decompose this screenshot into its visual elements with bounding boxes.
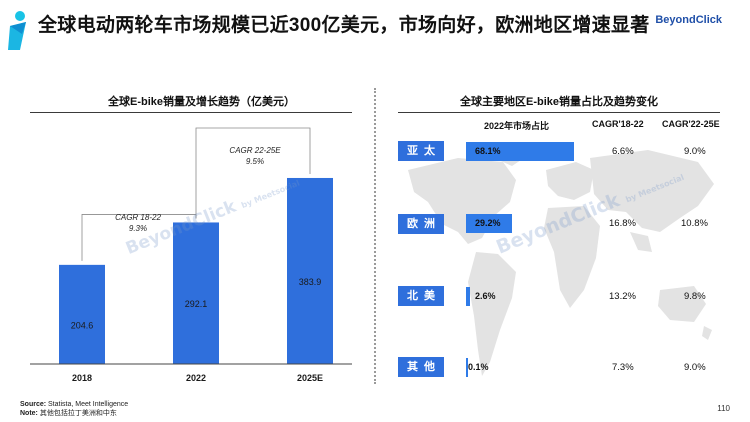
- share-bar-north-america: [466, 287, 471, 306]
- cagr-note-18-22-value: 9.3%: [128, 224, 148, 233]
- x-tick-label: 2022: [186, 373, 206, 383]
- source-text: Statista, Meet Intelligence: [48, 401, 129, 408]
- region-label-apac: 亚太: [398, 141, 444, 161]
- source-label: Source:: [20, 401, 47, 408]
- table-chart-title-rule: [398, 112, 720, 113]
- cagr-bracket-22-25e: [195, 127, 311, 219]
- source-note: Source: Statista, Meet Intelligence Note…: [20, 400, 128, 418]
- region-label-other: 其他: [398, 357, 444, 377]
- cagr-22-25e-apac: 9.0%: [684, 146, 706, 157]
- share-bar-apac: [466, 142, 574, 161]
- cagr-note-22-25e-label: CAGR 22-25E: [229, 146, 281, 155]
- cagr-18-22-north-america: 13.2%: [609, 291, 636, 302]
- bar-value-label: 204.6: [71, 320, 94, 330]
- bar-value-label: 292.1: [185, 299, 208, 309]
- cagr-22-25e-north-america: 9.8%: [684, 291, 706, 302]
- bar-2022: [173, 222, 219, 364]
- column-header-cagr-18-22: CAGR'18-22: [592, 119, 644, 129]
- bar-2025e: [287, 177, 333, 364]
- bar-chart-title-rule: [30, 112, 352, 113]
- cagr-note-22-25e-value: 9.5%: [245, 157, 265, 166]
- logo-mark-icon: [8, 11, 26, 50]
- share-label-other: 0.1%: [468, 362, 489, 372]
- share-bar-europe: [466, 214, 513, 233]
- x-tick-label: 2025E: [297, 373, 323, 383]
- cagr-22-25e-europe: 10.8%: [681, 218, 708, 229]
- bar-value-label: 383.9: [299, 277, 322, 287]
- cagr-18-22-apac: 6.6%: [612, 146, 634, 157]
- note-text: 其他包括拉丁美洲和中东: [39, 410, 117, 417]
- page-number: 110: [717, 404, 730, 413]
- bar-chart-title: 全球E-bike销量及增长趋势（亿美元）: [108, 96, 296, 108]
- region-label-europe: 欧洲: [398, 214, 444, 234]
- column-header-share: 2022年市场占比: [484, 121, 550, 131]
- cagr-22-25e-other: 9.0%: [684, 362, 706, 373]
- share-label-apac: 68.1%: [475, 146, 501, 156]
- column-header-cagr-22-25e: CAGR'22-25E: [662, 119, 720, 129]
- table-chart-title: 全球主要地区E-bike销量占比及趋势变化: [460, 96, 659, 108]
- region-label-north-america: 北美: [398, 286, 444, 306]
- panel-divider: [374, 88, 376, 384]
- note-label: Note:: [20, 410, 38, 417]
- cagr-note-18-22: CAGR 18-22 9.3%: [108, 212, 168, 234]
- share-bar-other: [466, 358, 468, 377]
- brand-logo: BeyondClick: [655, 14, 722, 26]
- bar-2018: [59, 264, 105, 364]
- share-label-north-america: 2.6%: [475, 291, 496, 301]
- cagr-18-22-other: 7.3%: [612, 362, 634, 373]
- page-title: 全球电动两轮车市场规模已近300亿美元，市场向好，欧洲地区增速显著: [38, 15, 650, 36]
- cagr-note-18-22-label: CAGR 18-22: [115, 213, 161, 222]
- share-label-europe: 29.2%: [475, 218, 501, 228]
- x-tick-label: 2018: [72, 373, 92, 383]
- bar-chart: 204.6 2018 292.1 2022 383.9 2025E: [30, 127, 352, 383]
- cagr-note-22-25e: CAGR 22-25E 9.5%: [222, 145, 288, 167]
- cagr-18-22-europe: 16.8%: [609, 218, 636, 229]
- world-map-image: [408, 142, 714, 376]
